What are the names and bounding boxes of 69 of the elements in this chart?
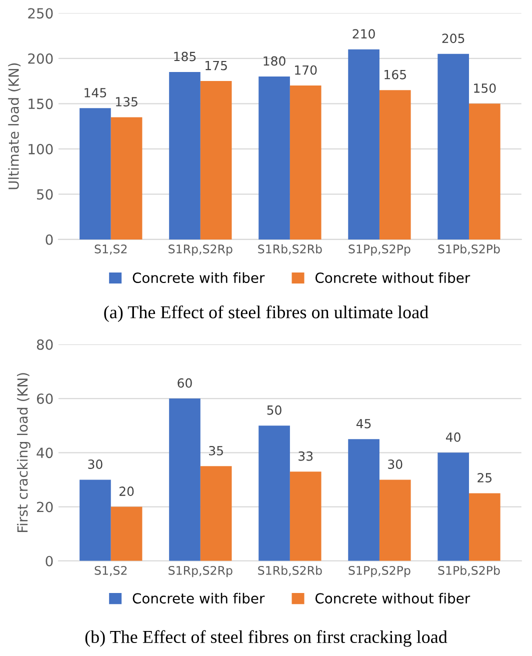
y-tick-label: 200	[28, 53, 53, 64]
data-label: 25	[478, 473, 492, 482]
bar	[80, 480, 111, 561]
data-label: 205	[442, 34, 464, 44]
bar	[200, 466, 232, 561]
y-tick-label: 80	[36, 339, 53, 350]
legend-label: Concrete without fiber	[315, 272, 470, 284]
legend-label: Concrete with fiber	[132, 272, 265, 284]
bar	[348, 49, 380, 240]
bar	[468, 493, 500, 561]
data-label: 180	[264, 56, 286, 66]
y-tick-label: 60	[36, 393, 53, 404]
bar	[258, 426, 290, 561]
x-tick-label: S1Pb,S2Pb	[438, 566, 500, 576]
x-tick-label: S1Rb,S2Rb	[258, 566, 322, 576]
data-label: 45	[356, 419, 371, 428]
y-tick-label: 40	[36, 448, 53, 458]
data-label: 35	[209, 446, 223, 456]
bar	[290, 472, 322, 561]
data-label: 210	[352, 29, 375, 39]
y-axis-title: First cracking load (KN)	[16, 373, 30, 532]
bar	[200, 81, 232, 240]
data-label: 60	[178, 378, 192, 388]
bar	[290, 86, 322, 240]
bar	[169, 72, 200, 240]
legend-label: Concrete without fiber	[315, 592, 470, 604]
bar	[110, 506, 142, 561]
data-label: 50	[267, 405, 282, 415]
bar	[438, 54, 469, 240]
x-tick-label: S1,S2	[94, 566, 127, 576]
bar	[169, 398, 200, 561]
data-label: 30	[88, 459, 102, 469]
x-tick-label: S1Pp,S2Pp	[348, 244, 410, 256]
bar	[258, 76, 290, 240]
bar	[438, 452, 469, 561]
y-tick-label: 0	[46, 556, 53, 566]
data-label: 165	[384, 70, 406, 80]
y-tick-label: 0	[46, 234, 53, 245]
bar	[379, 90, 411, 240]
data-label: 135	[116, 97, 138, 106]
bar	[80, 108, 111, 240]
text: (b) The Effect of steel fibres on first cracking load	[85, 630, 448, 647]
bar	[348, 439, 380, 561]
x-tick-label: S1Rb,S2Rb	[258, 244, 322, 255]
y-tick-label: 50	[37, 189, 53, 200]
text: (a) The Effect of steel fibres on ultimate load	[104, 305, 428, 322]
y-tick-label: 150	[28, 98, 53, 110]
bar	[110, 117, 142, 240]
y-tick-label: 250	[28, 8, 53, 19]
x-tick-label: S1Pp,S2Pp	[348, 566, 410, 578]
data-label: 30	[388, 459, 402, 469]
data-label: 145	[84, 88, 106, 98]
data-label: 175	[206, 60, 227, 70]
data-label: 185	[174, 52, 196, 62]
y-axis-title: Ultimate load (KN)	[8, 63, 21, 190]
data-label: 33	[298, 451, 313, 461]
x-tick-label: S1Pb,S2Pb	[438, 244, 500, 255]
data-label: 20	[120, 486, 134, 496]
y-tick-label: 100	[28, 144, 53, 154]
y-tick-label: 20	[37, 502, 53, 512]
data-label: 150	[474, 83, 496, 93]
x-tick-label: S1Rp,S2Rp	[168, 566, 232, 578]
legend-label: Concrete with fiber	[132, 592, 265, 604]
data-label: 170	[295, 65, 317, 75]
data-label: 40	[446, 432, 460, 442]
x-tick-label: S1,S2	[94, 244, 127, 255]
bar	[468, 104, 500, 240]
bar	[379, 480, 411, 561]
x-tick-label: S1Rp,S2Rp	[168, 244, 232, 256]
